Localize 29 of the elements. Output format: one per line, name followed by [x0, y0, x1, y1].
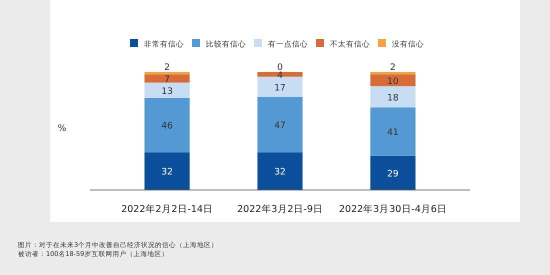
- bar: [370, 86, 416, 108]
- bar: [144, 82, 190, 98]
- data-label: 18: [387, 93, 399, 104]
- data-label: 2: [390, 63, 396, 73]
- bar: [257, 152, 303, 190]
- bar: [144, 98, 190, 152]
- data-label: 41: [387, 128, 399, 138]
- data-label: 13: [161, 86, 173, 97]
- data-label: 17: [274, 83, 286, 94]
- data-label: 0: [277, 63, 284, 73]
- x-tick-label: 2022年3月30日-4月6日: [338, 203, 447, 215]
- bar: [257, 76, 303, 97]
- data-label: 47: [274, 121, 286, 132]
- x-tick-label: 2022年3月2日-9日: [237, 203, 323, 215]
- bar: [370, 107, 416, 156]
- bar: [257, 96, 303, 152]
- data-label: 10: [387, 76, 399, 87]
- data-label: 32: [274, 168, 286, 178]
- data-label: 46: [161, 122, 174, 132]
- bar: [144, 74, 190, 83]
- data-label: 32: [161, 168, 173, 178]
- bar: [370, 156, 416, 190]
- bar: [370, 74, 416, 86]
- data-label: 2: [164, 63, 170, 73]
- data-label: 29: [387, 169, 399, 180]
- bar: [144, 152, 190, 190]
- data-label: 7: [164, 74, 170, 85]
- y-axis-title: %: [58, 124, 67, 134]
- x-tick-label: 2022年2月2日-14日: [121, 203, 213, 215]
